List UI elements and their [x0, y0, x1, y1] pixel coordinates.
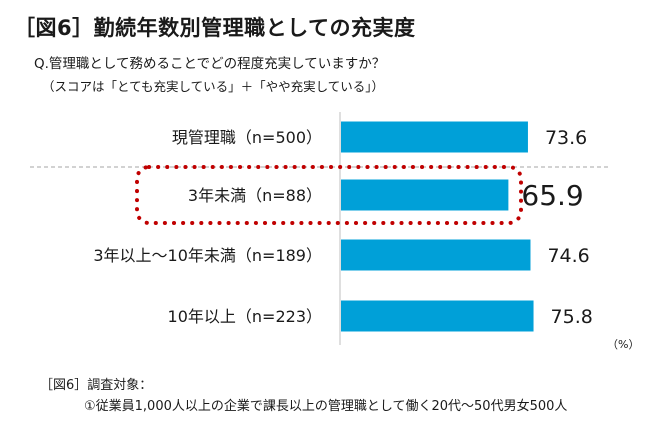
category-label: 3年以上～10年未満（n=189） — [93, 246, 322, 265]
footnote-heading: ［図6］調査対象： — [40, 378, 153, 393]
category-label: 10年以上（n=223） — [168, 307, 322, 326]
score-note: （スコアは「とても充実している」＋「やや充実している」） — [42, 79, 385, 94]
bar — [341, 239, 531, 271]
data-label: 74.6 — [547, 245, 589, 267]
unit-label: （%） — [607, 338, 640, 351]
bar — [341, 179, 509, 211]
chart-title: ［図6］勤続年数別管理職としての充実度 — [14, 16, 416, 40]
survey-question: Q.管理職として務めることでどの程度充実していますか？ — [34, 56, 386, 72]
bar — [341, 121, 528, 153]
data-label: 73.6 — [545, 127, 587, 149]
category-label: 現管理職（n=500） — [172, 128, 322, 147]
footnote-body: ①従業員1,000人以上の企業で課長以上の管理職として働く20代～50代男女50… — [84, 399, 568, 414]
data-label: 65.9 — [521, 179, 583, 212]
category-label: 3年未満（n=88） — [188, 186, 322, 205]
data-label: 75.8 — [551, 306, 593, 328]
highlight-frame — [135, 165, 523, 225]
bar — [341, 300, 534, 332]
